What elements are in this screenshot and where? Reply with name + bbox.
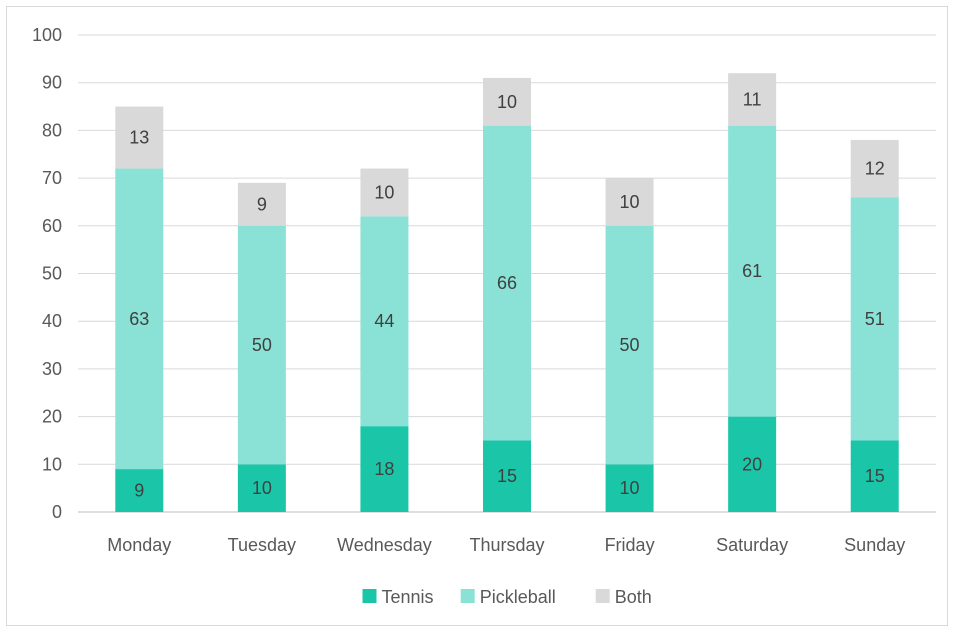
data-label: 10: [252, 478, 272, 498]
y-tick-label: 40: [42, 311, 62, 331]
bar-segment-tennis: [850, 440, 899, 512]
y-tick-label: 70: [42, 168, 62, 188]
x-tick-label: Wednesday: [337, 535, 432, 555]
legend-swatch-both: [595, 589, 610, 603]
bar-segment-both: [728, 73, 777, 126]
data-label: 18: [374, 459, 394, 479]
data-label: 10: [620, 192, 640, 212]
data-label: 12: [865, 159, 885, 179]
x-axis-tick-labels: Monday Tuesday Wednesday Thursday Friday Satu…: [107, 535, 905, 555]
legend-swatch-tennis: [362, 589, 377, 603]
y-tick-label: 90: [42, 73, 62, 93]
data-label: 50: [620, 335, 640, 355]
data-label: 10: [620, 478, 640, 498]
bar-segment-both: [237, 182, 286, 226]
y-tick-label: 100: [32, 25, 62, 45]
data-label: 20: [742, 454, 762, 474]
bar-segment-pickleball: [115, 168, 164, 470]
bar-segment-tennis: [115, 469, 164, 512]
data-label: 11: [743, 89, 762, 109]
bar-segment-both: [483, 77, 531, 126]
y-axis-tick-labels: 0 10 20 30 40 50 60 70 80 90 100: [32, 25, 62, 522]
bar-segment-pickleball: [850, 197, 899, 441]
bar-segment-both: [115, 106, 164, 169]
bar-segment-tennis: [605, 464, 654, 512]
bar-segment-tennis: [237, 464, 286, 512]
legend-swatch-pickleball: [460, 589, 475, 603]
data-label: 10: [497, 92, 517, 112]
legend-label-pickleball: Pickleball: [480, 587, 556, 607]
data-label: 66: [497, 273, 517, 293]
y-tick-label: 20: [42, 407, 62, 427]
data-label: 44: [374, 311, 394, 331]
legend-label-both: Both: [615, 587, 652, 607]
bar-segment-both: [605, 178, 654, 226]
bar-segment-pickleball: [360, 216, 409, 427]
data-label: 15: [865, 466, 885, 486]
bar-segment-pickleball: [237, 225, 286, 465]
x-tick-label: Tuesday: [228, 535, 296, 555]
x-tick-label: Friday: [605, 535, 655, 555]
bar-segment-tennis: [728, 416, 777, 512]
data-label: 10: [374, 182, 394, 202]
bar-segment-both: [850, 139, 899, 198]
bars: [115, 73, 899, 512]
data-label: 9: [134, 481, 144, 501]
x-tick-label: Thursday: [469, 535, 544, 555]
data-label: 61: [742, 261, 762, 281]
bar-segment-pickleball: [605, 225, 654, 465]
y-tick-label: 0: [52, 502, 62, 522]
data-label: 9: [257, 194, 267, 214]
y-tick-label: 30: [42, 359, 62, 379]
bar-segment-pickleball: [728, 125, 777, 417]
x-tick-label: Sunday: [844, 535, 905, 555]
bar-segment-tennis: [483, 440, 531, 512]
data-label: 15: [497, 466, 517, 486]
x-tick-label: Monday: [107, 535, 171, 555]
legend: Tennis Pickleball Both: [362, 587, 652, 607]
bar-segment-both: [360, 168, 409, 217]
bar-segment-tennis: [360, 426, 409, 512]
legend-label-tennis: Tennis: [382, 587, 434, 607]
data-label: 50: [252, 335, 272, 355]
data-label: 51: [865, 309, 885, 329]
y-tick-label: 60: [42, 216, 62, 236]
bar-segment-pickleball: [483, 125, 531, 441]
y-tick-label: 80: [42, 120, 62, 140]
x-tick-label: Saturday: [716, 535, 788, 555]
data-label: 13: [129, 128, 149, 148]
y-tick-label: 50: [42, 264, 62, 284]
data-label: 63: [129, 309, 149, 329]
data-labels: 9 63 13 10 50 9 18 44 10 15 66 10 10 50 10 20 61 11 15 51 12: [129, 89, 884, 500]
y-tick-label: 10: [42, 454, 62, 474]
